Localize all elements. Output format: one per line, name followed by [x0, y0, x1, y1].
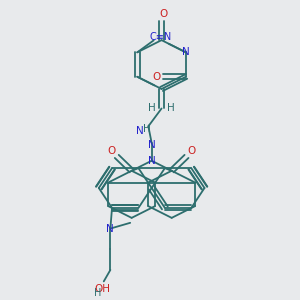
Text: O: O: [188, 146, 196, 156]
Text: H: H: [148, 103, 156, 113]
Text: N: N: [106, 224, 114, 234]
Text: N: N: [136, 126, 144, 136]
Text: O: O: [152, 72, 160, 82]
Text: H: H: [167, 103, 175, 113]
Text: H: H: [94, 288, 101, 298]
Text: OH: OH: [94, 284, 110, 294]
Text: C≡N: C≡N: [150, 32, 172, 43]
Text: N: N: [148, 156, 155, 166]
Text: N: N: [148, 140, 156, 150]
Text: H: H: [143, 124, 151, 134]
Text: O: O: [159, 9, 167, 19]
Text: N: N: [182, 47, 190, 57]
Text: O: O: [108, 146, 116, 156]
